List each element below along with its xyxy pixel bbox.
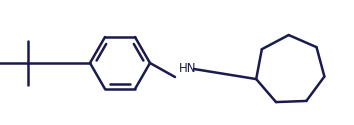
Text: HN: HN [179,62,196,76]
